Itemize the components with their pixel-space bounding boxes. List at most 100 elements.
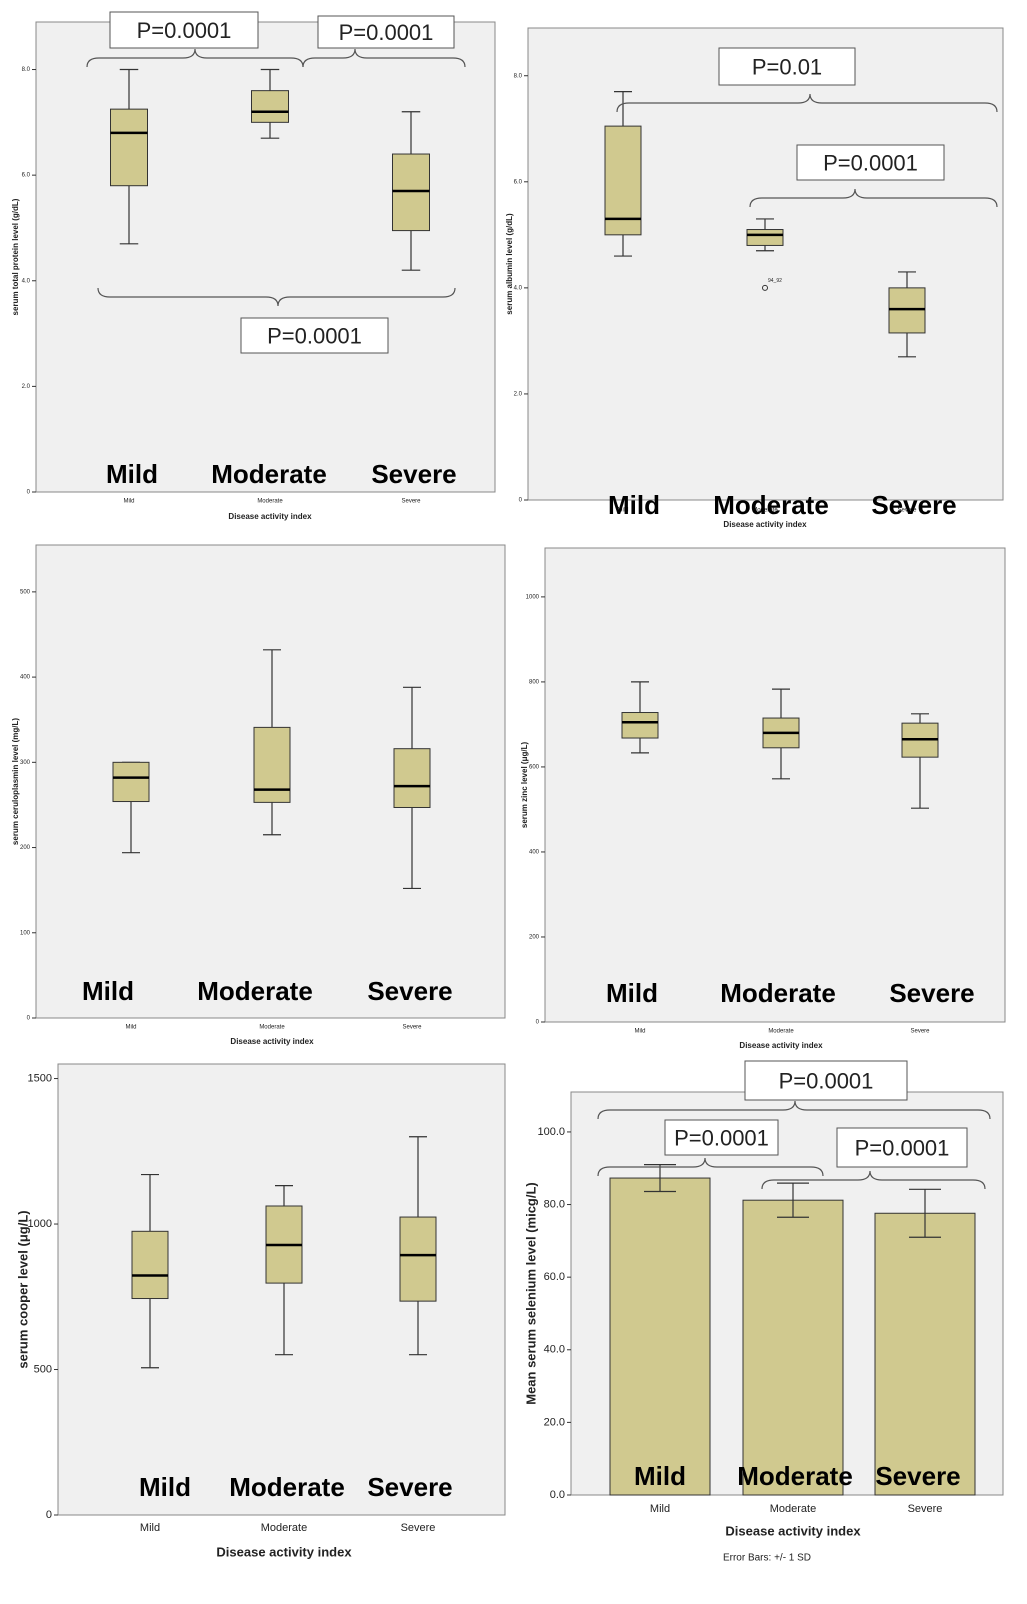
y-tick-label: 40.0 (544, 1344, 565, 1356)
bar (742, 1199, 844, 1496)
category-label: Moderate (211, 459, 327, 489)
x-axis-label: Disease activity index (723, 520, 807, 529)
category-label: Severe (367, 1472, 452, 1502)
annotation: P=0.0001 (339, 20, 434, 45)
y-tick-label: 100.0 (537, 1126, 565, 1138)
bracket (616, 93, 998, 113)
category-label: Severe (367, 976, 452, 1006)
y-tick-label: 2.0 (514, 392, 523, 398)
annotation-box (796, 144, 945, 181)
category-label: Moderate (737, 1461, 853, 1491)
annotation-box (664, 1119, 779, 1156)
box (746, 229, 784, 246)
category-label: Severe (875, 1461, 960, 1491)
x-tick-label: Mild (123, 499, 134, 505)
y-tick-label: 500 (20, 589, 31, 595)
category-label: Mild (106, 459, 158, 489)
y-tick-label: 6.0 (514, 179, 523, 185)
box (110, 108, 148, 187)
annotation: P=0.0001 (137, 18, 232, 43)
bracket (302, 48, 466, 68)
plot-area (527, 27, 1004, 501)
y-tick-label: 200 (20, 845, 31, 851)
bracket (597, 1157, 824, 1177)
x-tick-label: Moderate (770, 1503, 816, 1515)
annotation: P=0.0001 (267, 323, 362, 348)
box (251, 90, 289, 123)
chart-panel: 0 2.0 4.0 6.0 8.0 serum albumin level (g/dL) D… (505, 27, 1004, 529)
box (621, 712, 659, 739)
category-label: Severe (371, 459, 456, 489)
y-tick-label: 2.0 (22, 384, 31, 390)
y-tick-label: 0 (519, 498, 523, 504)
y-tick-label: 4.0 (22, 278, 31, 284)
y-tick-label: 400 (529, 850, 540, 856)
chart-panel: 0.0 20.0 40.0 60.0 80.0 100.0 Mean serum selen… (523, 1060, 1004, 1564)
y-tick-label: 1000 (526, 594, 540, 600)
x-tick-label: Severe (908, 1503, 943, 1515)
y-tick-label: 400 (20, 675, 31, 681)
y-tick-label: 500 (34, 1363, 52, 1375)
y-axis-label: serum albumin level (g/dL) (505, 213, 514, 315)
y-tick-label: 6.0 (22, 173, 31, 179)
y-tick-label: 80.0 (544, 1198, 565, 1210)
bracket (761, 1170, 986, 1190)
y-tick-label: 300 (20, 760, 31, 766)
annotation: P=0.0001 (855, 1135, 950, 1160)
y-tick-label: 60.0 (544, 1271, 565, 1283)
y-tick-label: 8.0 (514, 73, 523, 79)
box (604, 125, 642, 236)
x-tick-label: Mild (634, 1029, 645, 1035)
box (399, 1216, 437, 1302)
x-tick-label: Mild (650, 1503, 670, 1515)
bar (874, 1212, 976, 1496)
box (393, 748, 431, 808)
x-tick-label: Mild (617, 508, 628, 514)
category-label: Moderate (713, 490, 829, 520)
annotation-box (240, 317, 389, 354)
box (131, 1230, 169, 1300)
y-tick-label: 1000 (28, 1218, 52, 1230)
category-label: Mild (82, 976, 134, 1006)
x-axis-label: Disease activity index (725, 1523, 861, 1538)
bracket (597, 1100, 991, 1120)
box (253, 726, 291, 803)
x-tick-label: Severe (401, 1522, 436, 1534)
y-axis-label: Mean serum selenium level (micg/L) (523, 1182, 538, 1405)
chart-panel: 0 500 1000 1500 serum cooper level (μg/L) Dis… (15, 1063, 506, 1559)
outlier (762, 284, 768, 291)
y-tick-label: 0 (27, 1016, 31, 1022)
y-axis-label: serum ceruloplasmin level (mg/L) (11, 718, 20, 845)
category-label: Severe (889, 978, 974, 1008)
bracket (86, 48, 304, 68)
y-tick-label: 0 (536, 1020, 540, 1026)
category-label: Mild (139, 1472, 191, 1502)
category-label: Mild (608, 490, 660, 520)
bar (609, 1177, 711, 1496)
chart-panel: 0 100 200 300 400 500 serum ceruloplasmin leve… (11, 544, 506, 1046)
box (888, 287, 926, 334)
category-label: Moderate (197, 976, 313, 1006)
y-tick-label: 800 (529, 679, 540, 685)
x-tick-label: Severe (401, 499, 421, 505)
x-tick-label: Moderate (259, 1025, 285, 1031)
x-tick-label: Mild (125, 1025, 136, 1031)
annotation: P=0.0001 (674, 1125, 769, 1150)
annotation: P=0.01 (752, 54, 822, 79)
category-label: Mild (606, 978, 658, 1008)
x-tick-label: Moderate (768, 1029, 794, 1035)
y-axis-label: serum total protein level (g/dL) (11, 198, 20, 315)
bracket (97, 287, 456, 307)
annotation: P=0.0001 (779, 1068, 874, 1093)
y-tick-label: 200 (529, 935, 540, 941)
bracket (749, 188, 998, 208)
outlier-label: 94_92 (768, 278, 782, 284)
x-axis-label: Disease activity index (216, 1544, 352, 1559)
y-axis-label: serum cooper level (μg/L) (15, 1210, 30, 1368)
category-label: Moderate (229, 1472, 345, 1502)
y-tick-label: 0 (27, 490, 31, 496)
annotation: P=0.0001 (823, 150, 918, 175)
chart-panel: 0 2.0 4.0 6.0 8.0 serum total protein level (… (11, 11, 496, 521)
y-axis-label: serum zinc level (μg/L) (520, 742, 529, 829)
